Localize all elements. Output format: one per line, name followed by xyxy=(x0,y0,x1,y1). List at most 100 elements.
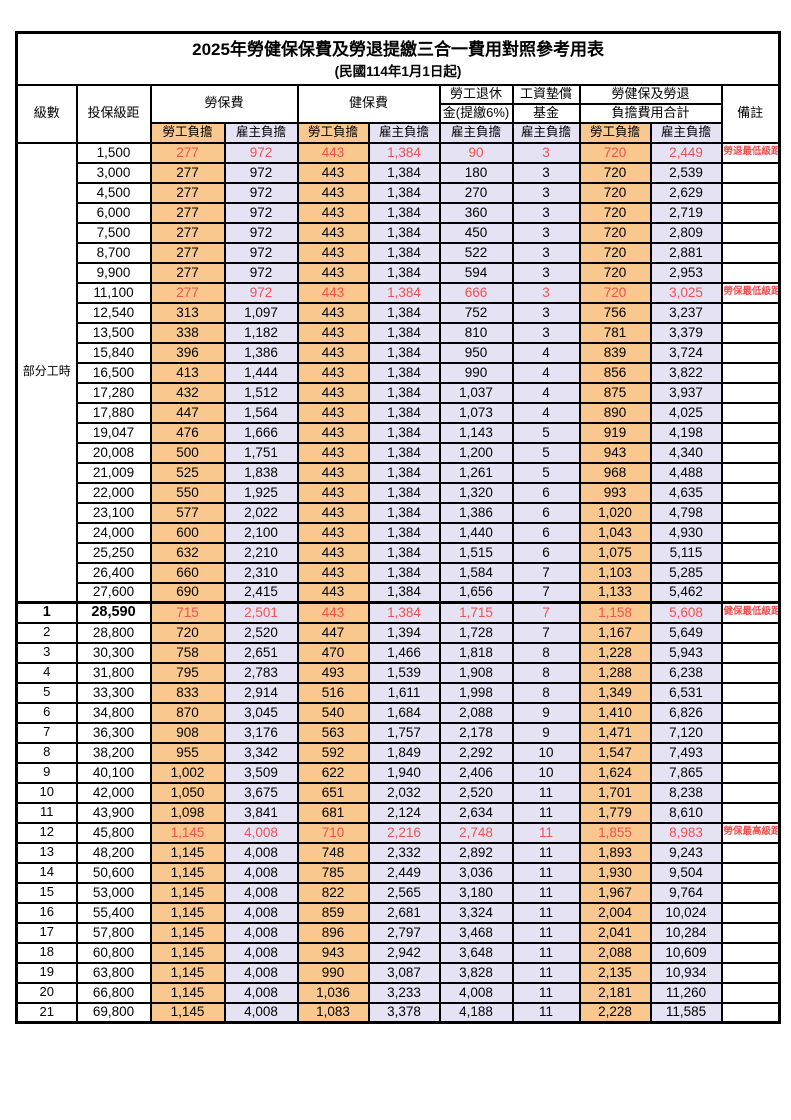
health-ins-employer-cell: 1,384 xyxy=(367,561,441,584)
pension-employer-cell: 2,088 xyxy=(438,701,514,724)
subheader-total-employer: 雇主負擔 xyxy=(649,121,723,144)
labor-ins-employee-cell: 758 xyxy=(149,641,226,664)
total-employee-cell: 2,228 xyxy=(578,1001,652,1024)
total-employee-cell: 1,701 xyxy=(578,781,652,804)
wage-fund-employer-cell: 11 xyxy=(511,881,581,904)
wage-fund-employer-cell: 3 xyxy=(511,261,581,284)
bracket-cell: 4,500 xyxy=(75,181,152,204)
health-ins-employer-cell: 2,797 xyxy=(367,921,441,944)
remark-cell xyxy=(720,781,781,804)
total-employee-cell: 1,349 xyxy=(578,681,652,704)
pension-employer-cell: 666 xyxy=(438,281,514,304)
labor-ins-employee-cell: 413 xyxy=(149,361,226,384)
total-employee-cell: 1,133 xyxy=(578,581,652,604)
labor-ins-employer-cell: 2,022 xyxy=(223,501,299,524)
health-ins-employer-cell: 1,384 xyxy=(367,181,441,204)
health-ins-employee-cell: 443 xyxy=(296,321,370,344)
table-row: 4,500 277 972 443 1,384 270 3 720 2,629 xyxy=(17,181,781,204)
level-cell: 5 xyxy=(15,681,78,704)
total-employer-cell: 3,379 xyxy=(649,321,723,344)
health-ins-employer-cell: 1,384 xyxy=(367,301,441,324)
pension-employer-cell: 2,292 xyxy=(438,741,514,764)
health-ins-employer-cell: 1,611 xyxy=(367,681,441,704)
labor-ins-employee-cell: 500 xyxy=(149,441,226,464)
table-row: 12 45,800 1,145 4,008 710 2,216 2,748 11 1,855 8,… xyxy=(15,821,781,844)
total-employer-cell: 10,609 xyxy=(649,941,723,964)
labor-ins-employee-cell: 715 xyxy=(149,601,226,624)
labor-ins-employer-cell: 2,783 xyxy=(223,661,299,684)
health-ins-employer-cell: 2,216 xyxy=(367,821,441,844)
table-row: 21 69,800 1,145 4,008 1,083 3,378 4,188 11 2,228… xyxy=(15,1001,781,1024)
wage-fund-employer-cell: 9 xyxy=(511,721,581,744)
health-ins-employee-cell: 859 xyxy=(296,901,370,924)
wage-fund-employer-cell: 3 xyxy=(511,241,581,264)
pension-employer-cell: 1,037 xyxy=(438,381,514,404)
level-cell: 8 xyxy=(15,741,78,764)
labor-ins-employer-cell: 1,444 xyxy=(223,361,299,384)
col-header-level: 級數 xyxy=(15,83,78,144)
pension-employer-cell: 950 xyxy=(438,341,514,364)
table-row: 8,700 277 972 443 1,384 522 3 720 2,881 xyxy=(17,241,781,264)
title-row: 2025年勞健保保費及勞退提繳三合一費用對照參考用表 (民國114年1月1日起) xyxy=(15,31,781,86)
labor-ins-employer-cell: 3,342 xyxy=(223,741,299,764)
bracket-cell: 19,047 xyxy=(75,421,152,444)
wage-fund-employer-cell: 4 xyxy=(511,381,581,404)
total-employee-cell: 781 xyxy=(578,321,652,344)
wage-fund-employer-cell: 11 xyxy=(511,901,581,924)
labor-ins-employee-cell: 795 xyxy=(149,661,226,684)
total-employee-cell: 2,135 xyxy=(578,961,652,984)
labor-ins-employee-cell: 1,098 xyxy=(149,801,226,824)
total-employee-cell: 720 xyxy=(578,141,652,164)
health-ins-employer-cell: 1,384 xyxy=(367,501,441,524)
labor-ins-employer-cell: 2,100 xyxy=(223,521,299,544)
labor-ins-employer-cell: 4,008 xyxy=(223,881,299,904)
total-employee-cell: 720 xyxy=(578,261,652,284)
health-ins-employee-cell: 443 xyxy=(296,501,370,524)
level-cell: 21 xyxy=(15,1001,78,1024)
wage-fund-employer-cell: 5 xyxy=(511,461,581,484)
total-employer-cell: 8,983 xyxy=(649,821,723,844)
bracket-cell: 34,800 xyxy=(75,701,152,724)
remark-cell xyxy=(720,321,781,344)
total-employer-cell: 4,198 xyxy=(649,421,723,444)
health-ins-employee-cell: 443 xyxy=(296,341,370,364)
labor-ins-employer-cell: 4,008 xyxy=(223,961,299,984)
bracket-cell: 7,500 xyxy=(75,221,152,244)
bracket-cell: 3,000 xyxy=(75,161,152,184)
labor-ins-employer-cell: 972 xyxy=(223,281,299,304)
total-employer-cell: 8,610 xyxy=(649,801,723,824)
total-employee-cell: 1,288 xyxy=(578,661,652,684)
labor-ins-employee-cell: 277 xyxy=(149,201,226,224)
remark-cell xyxy=(720,681,781,704)
total-employer-cell: 9,764 xyxy=(649,881,723,904)
remark-cell: 勞退最低級距 xyxy=(720,141,781,164)
bracket-cell: 8,700 xyxy=(75,241,152,264)
health-ins-employee-cell: 516 xyxy=(296,681,370,704)
table-row: 23,100 577 2,022 443 1,384 1,386 6 1,020 4,798 xyxy=(17,501,781,524)
total-employer-cell: 7,493 xyxy=(649,741,723,764)
bracket-cell: 55,400 xyxy=(75,901,152,924)
total-employer-cell: 9,504 xyxy=(649,861,723,884)
pension-employer-cell: 1,584 xyxy=(438,561,514,584)
labor-ins-employer-cell: 2,914 xyxy=(223,681,299,704)
total-employer-cell: 6,531 xyxy=(649,681,723,704)
pension-employer-cell: 594 xyxy=(438,261,514,284)
bracket-cell: 27,600 xyxy=(75,581,152,604)
level-cell: 18 xyxy=(15,941,78,964)
remark-cell xyxy=(720,401,781,424)
total-employee-cell: 1,103 xyxy=(578,561,652,584)
wage-fund-employer-cell: 3 xyxy=(511,301,581,324)
health-ins-employer-cell: 1,384 xyxy=(367,381,441,404)
labor-ins-employer-cell: 2,210 xyxy=(223,541,299,564)
health-ins-employee-cell: 443 xyxy=(296,481,370,504)
labor-ins-employer-cell: 1,386 xyxy=(223,341,299,364)
wage-fund-employer-cell: 3 xyxy=(511,281,581,304)
remark-cell xyxy=(720,261,781,284)
remark-cell xyxy=(720,561,781,584)
labor-ins-employee-cell: 1,145 xyxy=(149,901,226,924)
bracket-cell: 22,000 xyxy=(75,481,152,504)
labor-ins-employee-cell: 550 xyxy=(149,481,226,504)
total-employer-cell: 3,937 xyxy=(649,381,723,404)
bracket-cell: 31,800 xyxy=(75,661,152,684)
level-cell: 12 xyxy=(15,821,78,844)
